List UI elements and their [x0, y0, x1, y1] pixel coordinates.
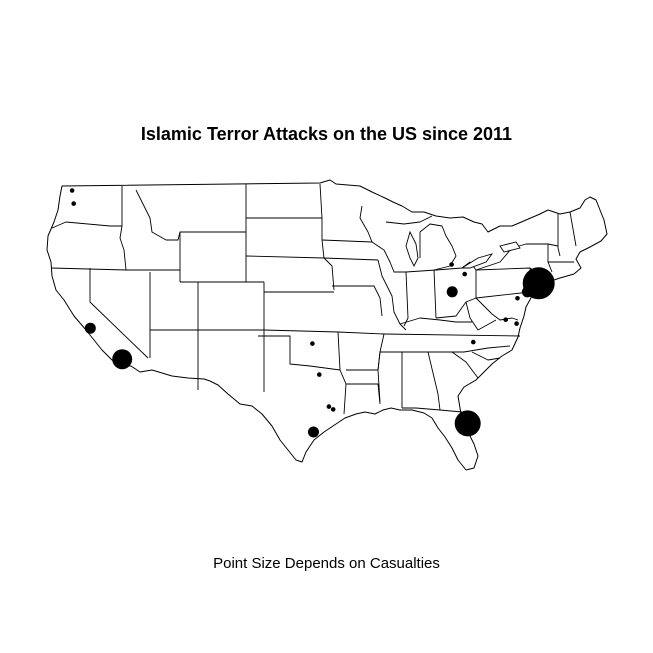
lake-ontario [499, 241, 521, 253]
attack-point [471, 339, 476, 345]
map-outline [46, 179, 608, 471]
attack-point [330, 407, 336, 412]
lake-erie [460, 253, 494, 269]
attack-point [503, 317, 509, 323]
lake-michigan [405, 230, 419, 268]
map-title: Islamic Terror Attacks on the US since 2… [140, 124, 513, 144]
attack-point [308, 426, 319, 438]
great-lakes [405, 230, 521, 269]
attack-point [449, 262, 454, 267]
attack-point [310, 341, 315, 346]
attack-point [112, 349, 133, 370]
attack-point [84, 322, 96, 334]
state-borders [50, 183, 577, 415]
attack-point [454, 410, 481, 437]
attack-point [515, 296, 520, 301]
attack-point [69, 188, 75, 193]
attack-point [446, 286, 458, 298]
attack-points [69, 188, 555, 438]
attack-point [71, 201, 76, 206]
attack-point [521, 286, 533, 298]
attack-point [317, 372, 322, 377]
attack-point [326, 404, 332, 409]
attack-point [514, 321, 519, 326]
size-legend-note: Point Size Depends on Casualties [213, 555, 440, 572]
attack-point [462, 271, 468, 277]
